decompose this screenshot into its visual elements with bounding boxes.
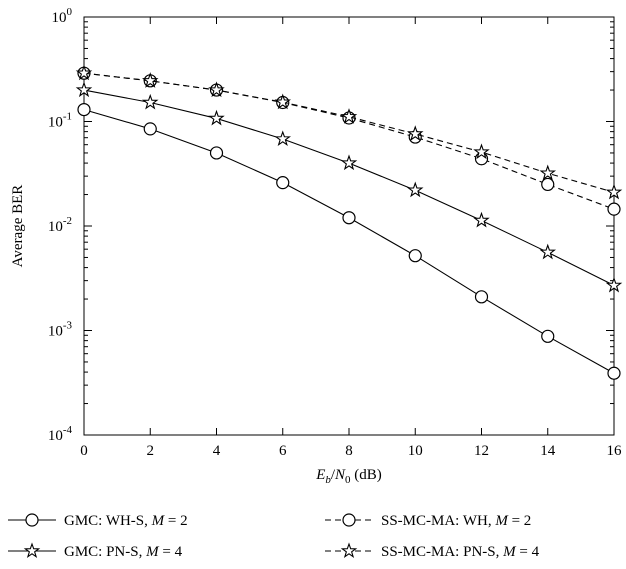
data-point-circle [409,250,421,262]
y-tick-base: 10 [48,219,63,235]
data-point-star [276,132,289,145]
data-point-circle [476,291,488,303]
data-point-circle [144,123,156,135]
data-point-circle [343,212,355,224]
legend-label: GMC: PN-S, M = 4 [64,544,183,560]
data-point-star [25,544,38,557]
x-tick-label: 4 [213,443,221,459]
data-point-star [342,544,355,557]
x-tick-label: 12 [474,443,489,459]
legend-label-text: GMC: WH-S, [64,513,152,529]
legend-entry-2: GMC: PN-S, M = 4 [8,544,183,560]
x-tick-label: 8 [345,443,353,459]
data-point-circle [542,178,554,190]
data-point-circle [608,367,620,379]
legend-label-rest: = 2 [164,513,187,529]
legend-entry-4: SS-MC-MA: PN-S, M = 4 [325,544,540,560]
data-point-star [409,183,422,196]
plot-frame [84,17,614,435]
series-1 [78,104,620,380]
legend-label-rest: = 2 [508,513,531,529]
x-tick-label: 14 [540,443,556,459]
x-axis-title-part: E [315,467,325,483]
series-layer [77,66,620,379]
y-tick-exponent: -2 [63,215,72,227]
legend-label: SS-MC-MA: PN-S, M = 4 [381,544,540,560]
y-tick-label: 10-3 [48,320,73,340]
y-tick-label: 100 [52,6,73,26]
y-tick-exponent: 0 [67,6,73,18]
y-tick-exponent: -4 [63,424,73,436]
legend-label-rest: = 4 [159,544,183,560]
legend-label: GMC: WH-S, M = 2 [64,513,188,529]
legend-label-text: GMC: PN-S, [64,544,146,560]
data-point-star [541,245,554,258]
data-point-circle [608,203,620,215]
data-point-circle [343,514,355,526]
y-tick-label: 10-2 [48,215,72,235]
y-tick-base: 10 [48,324,63,340]
y-tick-exponent: -3 [63,320,73,332]
legend-label: SS-MC-MA: WH, M = 2 [381,513,531,529]
y-tick-base: 10 [52,10,67,26]
x-axis-title-part: (dB) [351,467,382,483]
legend-label-rest: = 4 [516,544,540,560]
data-point-circle [78,104,90,116]
y-axis-title: Average BER [10,185,26,268]
axes [84,17,614,435]
data-point-circle [277,177,289,189]
legend-label-text: SS-MC-MA: WH, [381,513,495,529]
series-line [84,110,614,374]
legend: GMC: WH-S, M = 2 GMC: PN-S, M = 4 SS-MC-MA… [8,513,540,560]
y-tick-label: 10-4 [48,424,73,444]
series-3 [78,67,620,215]
data-point-circle [26,514,38,526]
data-point-star [342,156,355,169]
x-axis-title: Eb/N0 (dB) [315,467,382,486]
legend-entry-3: SS-MC-MA: WH, M = 2 [325,513,531,529]
series-line [84,73,614,209]
y-tick-base: 10 [48,428,63,444]
x-tick-label: 0 [80,443,88,459]
data-point-star [210,111,223,124]
y-tick-exponent: -1 [63,111,72,123]
y-tick-label: 10-1 [48,111,72,131]
data-point-circle [542,330,554,342]
x-tick-label: 2 [147,443,155,459]
data-point-star [144,96,157,109]
data-point-star [541,166,554,179]
x-tick-label: 16 [607,443,623,459]
data-point-circle [211,147,223,159]
legend-label-text: SS-MC-MA: PN-S, [381,544,503,560]
x-tick-label: 6 [279,443,287,459]
series-line [84,73,614,192]
y-tick-base: 10 [48,115,63,131]
data-point-star [475,213,488,226]
x-tick-label: 10 [408,443,423,459]
legend-entry-1: GMC: WH-S, M = 2 [8,513,188,529]
